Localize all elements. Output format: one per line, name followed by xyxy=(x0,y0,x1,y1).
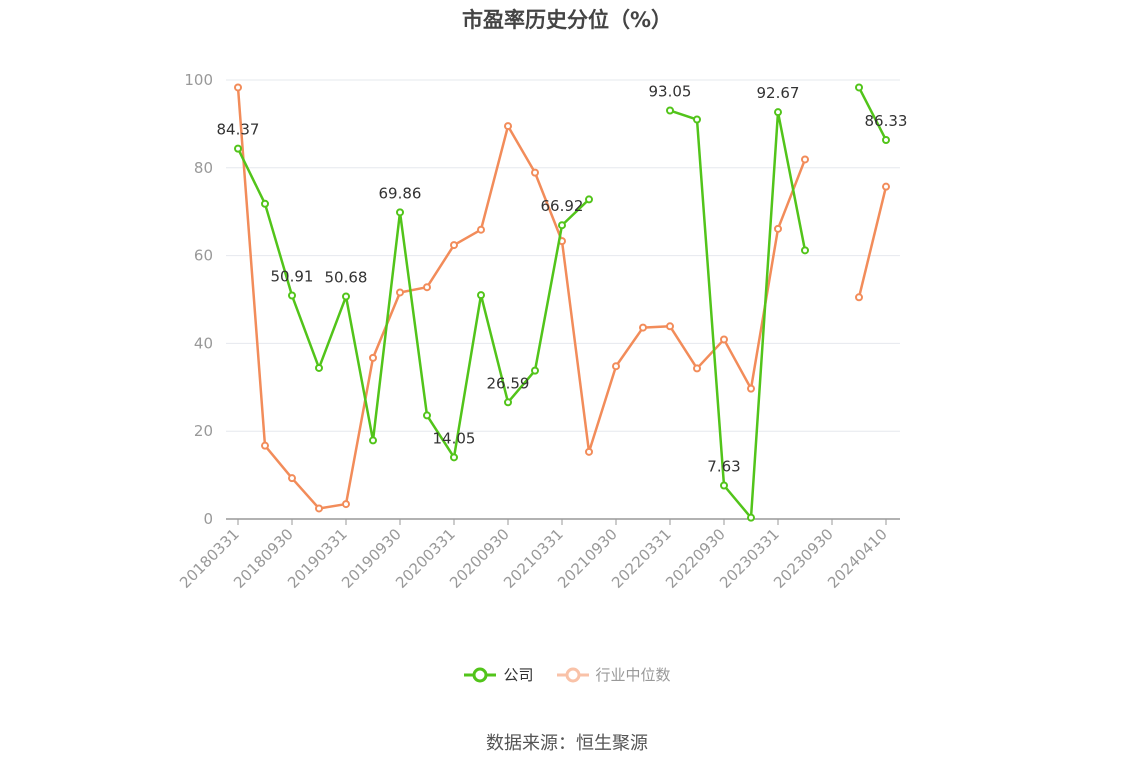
data-point-industry xyxy=(693,364,701,373)
data-label: 26.59 xyxy=(487,374,530,392)
data-label: 92.67 xyxy=(757,84,800,102)
data-label: 7.63 xyxy=(707,458,740,476)
data-label: 50.68 xyxy=(325,269,368,287)
legend-item-industry[interactable]: 行业中位数 xyxy=(556,664,671,685)
data-point-company xyxy=(369,436,377,445)
data-point-industry xyxy=(612,362,620,371)
data-point-industry xyxy=(801,155,809,164)
data-point-industry xyxy=(720,335,728,344)
series-line-company xyxy=(857,86,888,141)
data-point-company xyxy=(261,199,269,208)
data-point-company xyxy=(720,481,728,490)
series-line-industry xyxy=(857,186,888,298)
data-point-company xyxy=(882,136,890,145)
data-label: 66.92 xyxy=(541,197,584,215)
data-point-industry xyxy=(450,241,458,250)
y-tick-label: 100 xyxy=(184,71,213,89)
data-point-industry xyxy=(315,504,323,513)
data-point-company xyxy=(477,291,485,300)
data-point-industry xyxy=(423,283,431,292)
y-tick-label: 20 xyxy=(194,422,213,440)
data-point-company xyxy=(585,195,593,204)
data-point-industry xyxy=(288,474,296,483)
data-point-industry xyxy=(882,182,890,191)
data-point-company xyxy=(288,291,296,300)
data-point-company xyxy=(666,106,674,115)
data-point-company xyxy=(504,398,512,407)
data-point-industry xyxy=(639,323,647,332)
data-label: 86.33 xyxy=(865,112,908,130)
legend-item-company[interactable]: 公司 xyxy=(463,664,534,685)
data-label: 69.86 xyxy=(379,184,422,202)
data-point-company xyxy=(693,115,701,124)
data-point-industry xyxy=(747,384,755,393)
y-tick-label: 80 xyxy=(194,159,213,177)
data-label: 93.05 xyxy=(649,83,692,101)
series-line-industry xyxy=(236,87,807,510)
data-point-company xyxy=(801,246,809,255)
data-point-company xyxy=(855,83,863,92)
y-tick-label: 40 xyxy=(194,334,213,352)
data-point-industry xyxy=(504,122,512,131)
data-point-industry xyxy=(531,168,539,177)
series-line-company xyxy=(669,109,807,519)
data-point-industry xyxy=(369,353,377,362)
y-axis-ticks: 0 20 40 60 80 100 xyxy=(184,71,213,528)
x-tick-label: 20240410 xyxy=(824,525,891,592)
line-chart: 0 20 40 60 80 100 201803312018093020190331201… xyxy=(176,71,908,592)
series-group xyxy=(234,83,890,522)
data-point-industry xyxy=(261,441,269,450)
data-point-company xyxy=(747,513,755,522)
data-point-company xyxy=(531,366,539,375)
legend-industry-marker-icon xyxy=(556,667,589,682)
data-point-company xyxy=(396,208,404,217)
data-point-industry xyxy=(585,447,593,456)
data-label: 84.37 xyxy=(217,121,260,139)
data-point-industry xyxy=(342,500,350,509)
data-point-industry xyxy=(396,288,404,297)
legend-industry-label: 行业中位数 xyxy=(595,666,671,684)
data-point-industry xyxy=(855,293,863,302)
data-point-company xyxy=(774,108,782,117)
legend-company-label: 公司 xyxy=(503,666,534,684)
data-point-company xyxy=(423,411,431,420)
x-axis: 2018033120180930201903312019093020200331… xyxy=(176,518,900,592)
data-labels: 84.37 50.91 50.68 69.86 14.05 26.59 66.92 93.05… xyxy=(217,83,908,476)
data-point-industry xyxy=(666,322,674,331)
y-tick-label: 0 xyxy=(203,510,213,528)
data-point-company xyxy=(558,221,566,230)
data-point-company xyxy=(315,363,323,372)
data-point-company xyxy=(234,144,242,153)
data-point-industry xyxy=(477,225,485,234)
legend-company-marker-icon xyxy=(464,667,497,682)
y-tick-label: 60 xyxy=(194,247,213,265)
data-point-company xyxy=(450,453,458,462)
legend: 公司 行业中位数 xyxy=(0,664,1134,685)
source-text: 数据来源：恒生聚源 xyxy=(486,733,648,754)
series-line-company xyxy=(236,148,590,459)
data-point-company xyxy=(342,292,350,301)
data-label: 14.05 xyxy=(433,429,476,447)
data-label: 50.91 xyxy=(271,268,314,286)
data-point-industry xyxy=(234,83,242,92)
data-point-industry xyxy=(774,224,782,233)
chart-title: 市盈率历史分位（%） xyxy=(461,8,673,32)
